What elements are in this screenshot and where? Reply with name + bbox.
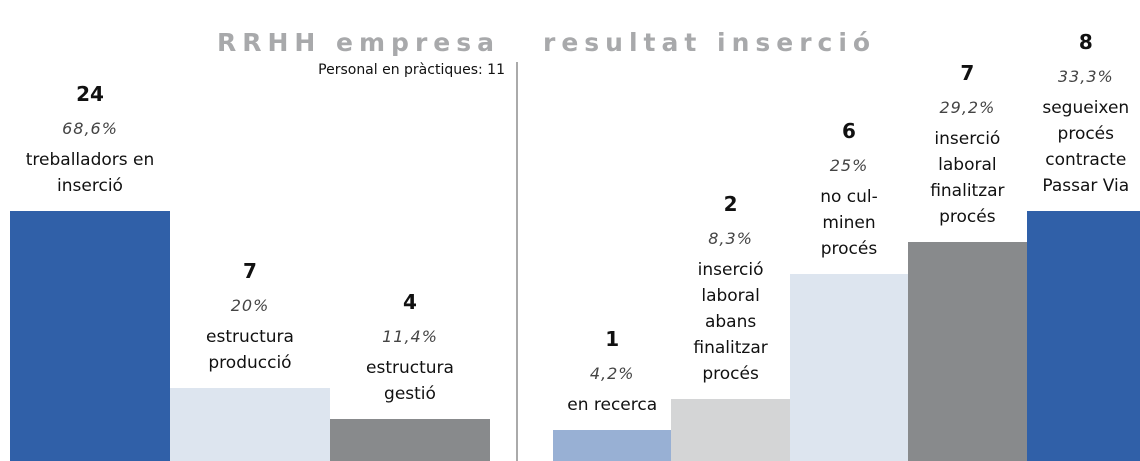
share-label: 8,3% bbox=[708, 228, 753, 248]
value-label: 7 bbox=[243, 259, 257, 284]
share-label: 4,2% bbox=[589, 363, 635, 383]
share-label: 33,3% bbox=[1057, 67, 1114, 86]
bar bbox=[553, 429, 672, 461]
bar bbox=[671, 398, 790, 461]
chart-subtitle: Personal en pràctiques: 11 bbox=[318, 62, 505, 78]
category-label: treballadors en inserció bbox=[25, 150, 155, 196]
value-label: 6 bbox=[842, 118, 856, 143]
chart-title: resultat inserció bbox=[543, 28, 877, 57]
category-label: estructura producció bbox=[206, 327, 294, 374]
bar-label: 8 33,3% segueixen procés contracte Passar … bbox=[1017, 29, 1140, 199]
bar-label: 2 8,3% inserció laboral abans finalitzar p… bbox=[661, 191, 799, 387]
share-label: 68,6% bbox=[62, 119, 118, 138]
category-label: en recerca bbox=[567, 394, 658, 415]
category-label: inserció laboral abans finalitzar procés bbox=[693, 259, 768, 384]
category-label: no cul- minen procés bbox=[820, 186, 878, 259]
bar-label: 1 4,2% en recerca bbox=[543, 326, 681, 418]
share-label: 25% bbox=[829, 155, 869, 175]
value-label: 24 bbox=[76, 82, 104, 106]
category-label: segueixen procés contracte Passar Via bbox=[1042, 98, 1130, 196]
category-label: estructura gestió bbox=[366, 358, 454, 405]
value-label: 4 bbox=[403, 290, 417, 315]
bar-label: 24 68,6% treballadors en inserció bbox=[0, 81, 180, 199]
value-label: 1 bbox=[605, 326, 620, 351]
bar bbox=[789, 273, 909, 461]
bar bbox=[1026, 211, 1140, 461]
bar-label: 4 11,4% estructura gestió bbox=[320, 289, 500, 407]
bar bbox=[330, 419, 490, 461]
category-label: inserció laboral finalitzar procés bbox=[930, 129, 1005, 228]
bar bbox=[908, 242, 1027, 461]
share-label: 11,4% bbox=[382, 327, 438, 347]
bar-label: 7 20% estructura producció bbox=[160, 258, 340, 376]
value-label: 7 bbox=[960, 61, 975, 86]
chart-title: RRHH empresa bbox=[217, 28, 500, 57]
divider bbox=[516, 62, 518, 461]
bar-label: 6 25% no cul- minen procés bbox=[780, 118, 918, 262]
bar-label: 7 29,2% inserció laboral finalitzar procés bbox=[898, 60, 1036, 230]
value-label: 8 bbox=[1078, 30, 1093, 54]
value-label: 2 bbox=[723, 191, 738, 216]
share-label: 29,2% bbox=[939, 98, 996, 118]
share-label: 20% bbox=[230, 296, 270, 316]
bar bbox=[170, 388, 330, 461]
bar bbox=[10, 211, 170, 461]
